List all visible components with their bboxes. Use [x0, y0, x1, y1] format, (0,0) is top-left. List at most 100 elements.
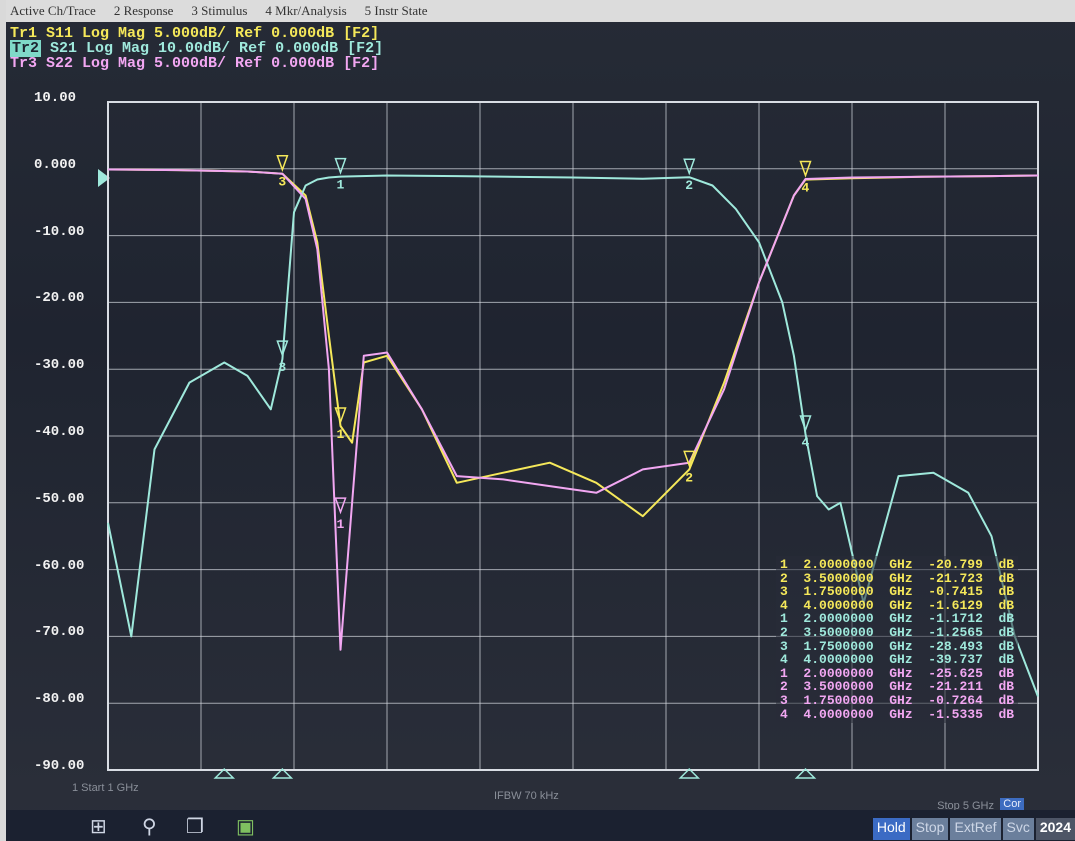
marker-triangle-icon [334, 407, 347, 425]
marker-row[interactable]: 4 4.0000000 GHz -1.6129 dB [780, 597, 1014, 613]
marker-number: 3 [780, 638, 788, 654]
marker-frequency: 2.0000000 [803, 611, 874, 627]
stimulus-marker-icon [213, 767, 236, 779]
y-axis-label: -90.00 [34, 758, 85, 774]
marker-unit: GHz [889, 597, 913, 613]
marker-value: -21.211 [928, 679, 983, 695]
marker-db-unit: dB [998, 624, 1015, 640]
marker-frequency: 3.5000000 [803, 624, 874, 640]
y-axis-label: -40.00 [34, 424, 85, 440]
marker-db-unit: dB [998, 665, 1015, 681]
menu-response[interactable]: 2 Response [113, 3, 174, 18]
trace-1-setting[interactable]: Tr1 S11 Log Mag 5.000dB/ Ref 0.000dB [F2… [10, 26, 383, 41]
marker-number: 4 [780, 652, 788, 668]
stop-frequency[interactable]: Stop 5 GHz [937, 800, 994, 812]
marker-plot-label: 2 [685, 178, 693, 193]
marker-row[interactable]: 1 2.0000000 GHz -25.625 dB [780, 665, 1015, 681]
marker-value: -20.799 [928, 557, 983, 572]
marker-row[interactable]: 1 2.0000000 GHz -20.799 dB [780, 558, 1014, 572]
svc-status: Svc [1002, 818, 1034, 840]
trace-3-setting[interactable]: Tr3 S22 Log Mag 5.000dB/ Ref 0.000dB [F2… [10, 56, 383, 71]
marker-unit: GHz [889, 611, 913, 627]
marker-unit: GHz [889, 570, 913, 586]
marker-frequency: 1.7500000 [803, 692, 874, 708]
marker-row[interactable]: 2 3.5000000 GHz -21.723 dB [780, 570, 1015, 586]
trace-3-line: S22 Log Mag 5.000dB/ Ref 0.000dB [F2] [46, 55, 380, 72]
marker-row[interactable]: 4 4.0000000 GHz -39.737 dB [780, 653, 1014, 667]
marker-frequency: 3.5000000 [803, 570, 874, 586]
if-bandwidth[interactable]: IFBW 70 kHz [494, 790, 559, 802]
softkey-menu-bar: Active Ch/Trace 2 Response 3 Stimulus 4 … [6, 0, 1075, 22]
marker-triangle-icon [683, 450, 696, 468]
marker-number: 1 [780, 557, 788, 572]
menu-marker-analysis[interactable]: 4 Mkr/Analysis [265, 3, 347, 18]
marker-value: -1.6129 [928, 597, 983, 613]
marker-value: -1.5335 [928, 706, 983, 722]
marker-unit: GHz [889, 679, 913, 695]
marker-plot-label: 1 [337, 427, 345, 442]
trace-3-tag: Tr3 [10, 55, 38, 72]
marker-plot-label: 1 [337, 517, 345, 532]
y-axis-label: -50.00 [34, 490, 85, 507]
extref-status: ExtRef [950, 818, 1001, 840]
trace-settings: Tr1 S11 Log Mag 5.000dB/ Ref 0.000dB [F2… [10, 26, 383, 71]
marker-row[interactable]: 3 1.7500000 GHz -0.7415 dB [780, 585, 1014, 599]
app-icon[interactable]: ▣ [236, 816, 255, 838]
marker-frequency: 2.0000000 [803, 665, 874, 681]
search-icon[interactable]: ⚲ [142, 816, 157, 838]
marker-db-unit: dB [998, 692, 1015, 708]
marker-row[interactable]: 1 2.0000000 GHz -1.1712 dB [780, 612, 1014, 626]
marker-frequency: 3.5000000 [803, 679, 874, 695]
marker-triangle-icon [334, 157, 347, 175]
analyzer-screen: Active Ch/Trace 2 Response 3 Stimulus 4 … [6, 0, 1075, 841]
hold-status[interactable]: Hold [872, 818, 910, 840]
marker-row[interactable]: 4 4.0000000 GHz -1.5335 dB [780, 706, 1014, 722]
marker-row[interactable]: 2 3.5000000 GHz -21.211 dB [780, 680, 1014, 694]
trace-1-line: S11 Log Mag 5.000dB/ Ref 0.000dB [F2] [46, 25, 380, 42]
marker-db-unit: dB [998, 570, 1015, 586]
marker-value: -1.2565 [928, 624, 983, 640]
menu-instr-state[interactable]: 5 Instr State [364, 3, 428, 18]
marker-value: -28.493 [928, 638, 983, 654]
marker-unit: GHz [889, 638, 913, 654]
marker-value: -21.723 [928, 570, 983, 586]
marker-row[interactable]: 3 1.7500000 GHz -28.493 dB [780, 638, 1015, 654]
marker-row[interactable]: 2 3.5000000 GHz -1.2565 dB [780, 626, 1014, 640]
y-axis-label: -70.00 [34, 624, 85, 641]
marker-unit: GHz [889, 706, 913, 722]
marker-value: -25.625 [928, 665, 983, 681]
marker-db-unit: dB [998, 638, 1015, 654]
marker-number: 1 [780, 611, 788, 627]
trace-2-setting[interactable]: Tr2 S21 Log Mag 10.00dB/ Ref 0.000dB [F2… [10, 40, 384, 57]
marker-value: -0.7264 [928, 692, 983, 708]
marker-triangle-icon [683, 158, 696, 176]
stimulus-marker-icon [271, 767, 294, 779]
menu-stimulus[interactable]: 3 Stimulus [191, 3, 248, 18]
trace-2-line: S21 Log Mag 10.00dB/ Ref 0.000dB [F2] [50, 40, 384, 57]
marker-number: 3 [780, 692, 788, 708]
windows-start-icon[interactable]: ⊞ [90, 816, 107, 838]
marker-frequency: 2.0000000 [803, 557, 874, 572]
marker-triangle-icon [276, 340, 289, 358]
marker-frequency: 1.7500000 [803, 638, 874, 654]
start-frequency[interactable]: 1 Start 1 GHz [72, 782, 139, 794]
marker-plot-label: 3 [278, 175, 286, 190]
marker-triangle-icon [799, 415, 812, 433]
stop-status: Stop [911, 818, 949, 840]
menu-active-trace[interactable]: Active Ch/Trace [10, 3, 96, 18]
marker-unit: GHz [889, 624, 913, 640]
channel-status-bar: 1 Start 1 GHz IFBW 70 kHz Stop 5 GHz Cor [64, 780, 1034, 812]
trace-s21-line [107, 174, 1039, 697]
y-axis-label: -80.00 [34, 691, 85, 708]
marker-db-unit: dB [998, 557, 1015, 572]
stimulus-marker-icon [678, 767, 701, 779]
marker-frequency: 1.7500000 [803, 584, 874, 600]
marker-frequency: 4.0000000 [803, 652, 874, 668]
marker-unit: GHz [889, 557, 913, 572]
task-view-icon[interactable]: ❐ [186, 816, 204, 838]
marker-number: 4 [780, 597, 788, 613]
marker-row[interactable]: 3 1.7500000 GHz -0.7264 dB [780, 694, 1014, 708]
marker-value: -39.737 [928, 652, 983, 668]
marker-value: -1.1712 [928, 611, 983, 627]
y-axis-label: -60.00 [34, 557, 85, 574]
